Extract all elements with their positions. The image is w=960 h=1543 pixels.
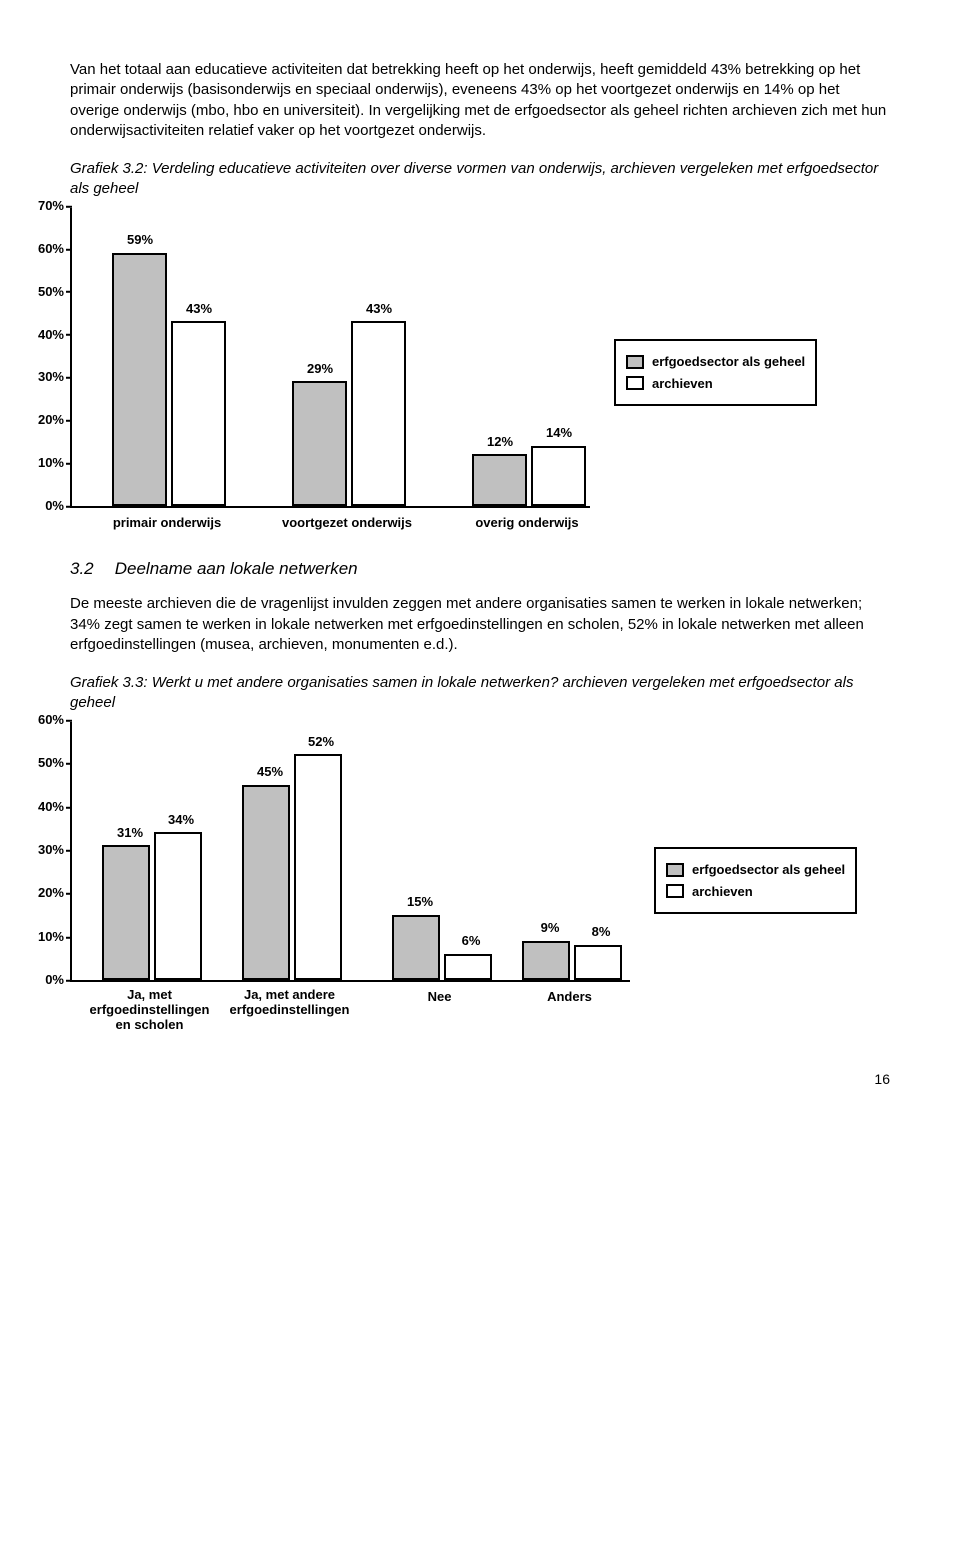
legend-label: archieven [652,375,713,393]
y-tick: 40% [22,798,64,816]
bar-value-label: 43% [169,300,229,318]
swatch-filled-icon [666,863,684,877]
chart2-title: Grafiek 3.3: Werkt u met andere organisa… [70,673,890,714]
y-tick: 50% [22,754,64,772]
chart1-xlabels: primair onderwijs voortgezet onderwijs ove… [70,514,590,538]
bar [522,941,570,980]
chart1-plot: 0%10%20%30%40%50%60%70%59%43%29%43%12%14… [70,208,590,508]
bar-value-label: 34% [151,811,211,829]
legend-label: erfgoedsector als geheel [652,353,805,371]
bar-value-label: 6% [441,932,501,950]
y-tick: 50% [22,282,64,300]
bar-group: 45%52% [242,754,342,979]
bar [574,945,622,980]
bar [242,785,290,980]
chart1-container: 0%10%20%30%40%50%60%70%59%43%29%43%12%14… [70,208,890,538]
swatch-empty-icon [666,884,684,898]
y-tick: 0% [22,971,64,989]
y-tick: 20% [22,884,64,902]
x-axis-label: Ja, met erfgoedinstellingen en scholen [90,988,210,1033]
section-paragraph: De meeste archieven die de vragenlijst i… [70,594,890,655]
legend-item-archieven: archieven [666,883,845,901]
bar-group: 31%34% [102,832,202,979]
legend-item-erfgoedsector: erfgoedsector als geheel [666,861,845,879]
bar [294,754,342,979]
y-tick: 0% [22,497,64,515]
chart2-xlabels: Ja, met erfgoedinstellingen en scholen Ja… [70,988,630,1040]
chart1-legend: erfgoedsector als geheel archieven [614,339,817,406]
bar-value-label: 14% [529,424,589,442]
bar-value-label: 29% [290,360,350,378]
bar-value-label: 52% [291,733,351,751]
bar [392,915,440,980]
bar [292,381,347,505]
legend-label: archieven [692,883,753,901]
bar [472,454,527,505]
x-axis-label: overig onderwijs [475,514,578,532]
y-tick: 10% [22,454,64,472]
bar-value-label: 43% [349,300,409,318]
swatch-empty-icon [626,376,644,390]
y-tick: 10% [22,928,64,946]
chart1-title: Grafiek 3.2: Verdeling educatieve activi… [70,159,890,200]
intro-paragraph: Van het totaal aan educatieve activiteit… [70,60,890,141]
section-number: 3.2 [70,558,110,581]
x-axis-label: Anders [547,988,592,1006]
bar [531,446,586,506]
bar [154,832,202,979]
chart2-plot: 0%10%20%30%40%50%60%31%34%45%52%15%6%9%8… [70,722,630,982]
bar [102,845,150,979]
bar-value-label: 59% [110,231,170,249]
page-number: 16 [70,1070,890,1089]
section-heading: 3.2 Deelname aan lokale netwerken [70,558,890,581]
x-axis-label: Nee [428,988,452,1006]
chart2-container: 0%10%20%30%40%50%60%31%34%45%52%15%6%9%8… [70,722,890,1040]
y-tick: 30% [22,841,64,859]
y-tick: 40% [22,325,64,343]
x-axis-label: Ja, met andere erfgoedinstellingen [230,988,350,1018]
bar [351,321,406,505]
bar-value-label: 45% [240,763,300,781]
x-axis-label: primair onderwijs [113,514,221,532]
y-tick: 70% [22,197,64,215]
swatch-filled-icon [626,355,644,369]
bar [112,253,167,506]
bar-group: 12%14% [472,446,586,506]
bar [444,954,492,980]
legend-item-archieven: archieven [626,375,805,393]
bar-value-label: 8% [571,923,631,941]
bar-group: 29%43% [292,321,406,505]
legend-item-erfgoedsector: erfgoedsector als geheel [626,353,805,371]
y-tick: 20% [22,411,64,429]
bar-group: 15%6% [392,915,492,980]
bar [171,321,226,505]
y-tick: 30% [22,368,64,386]
bar-value-label: 15% [390,893,450,911]
bar-group: 9%8% [522,941,622,980]
y-tick: 60% [22,711,64,729]
y-tick: 60% [22,240,64,258]
chart2-legend: erfgoedsector als geheel archieven [654,847,857,914]
bar-value-label: 12% [470,433,530,451]
section-title: Deelname aan lokale netwerken [115,559,358,578]
x-axis-label: voortgezet onderwijs [282,514,412,532]
legend-label: erfgoedsector als geheel [692,861,845,879]
bar-group: 59%43% [112,253,226,506]
